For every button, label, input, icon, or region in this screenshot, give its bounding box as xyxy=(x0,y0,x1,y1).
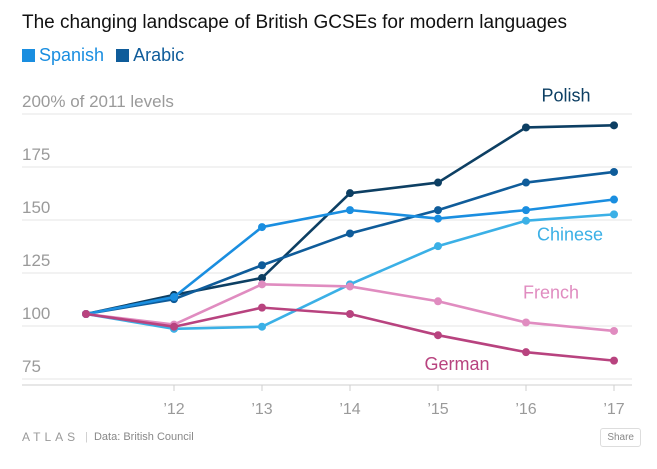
point-spanish-2014 xyxy=(346,206,354,215)
point-spanish-2016 xyxy=(522,206,530,215)
y-tick-label-125: 125 xyxy=(22,251,50,270)
x-tick-label-2013: ’13 xyxy=(251,401,272,418)
point-arabic-2017 xyxy=(610,167,618,176)
point-german-2011 xyxy=(82,310,90,318)
point-spanish-2012 xyxy=(170,293,178,302)
point-chinese-2016 xyxy=(522,216,530,225)
y-tick-label-150: 150 xyxy=(22,198,50,217)
point-german-2012 xyxy=(170,322,178,331)
share-button[interactable]: Share xyxy=(600,428,641,447)
point-french-2014 xyxy=(346,282,354,291)
point-polish-2014 xyxy=(346,189,354,198)
x-tick-label-2012: ’12 xyxy=(163,401,184,418)
legend-label-spanish: Spanish xyxy=(39,45,105,65)
point-spanish-2015 xyxy=(434,214,442,223)
chart-title: The changing landscape of British GCSEs … xyxy=(22,12,567,33)
y-tick-label-75: 75 xyxy=(22,357,41,376)
legend-label-arabic: Arabic xyxy=(133,45,185,65)
x-tick-label-2017: ’17 xyxy=(603,401,624,418)
point-chinese-2015 xyxy=(434,242,442,251)
legend-item-arabic: Arabic xyxy=(116,45,184,66)
data-source: Data: British Council xyxy=(93,431,194,443)
point-german-2015 xyxy=(434,331,442,340)
point-chinese-2013 xyxy=(258,322,266,331)
point-french-2015 xyxy=(434,297,442,306)
point-polish-2013 xyxy=(258,273,266,282)
legend-swatch-arabic xyxy=(116,49,130,62)
x-tick-label-2016: ’16 xyxy=(515,401,536,418)
legend: Spanish Arabic xyxy=(22,45,184,66)
point-arabic-2014 xyxy=(346,229,354,238)
point-arabic-2015 xyxy=(434,206,442,215)
point-german-2014 xyxy=(346,310,354,318)
x-tick-label-2014: ’14 xyxy=(339,401,360,418)
point-german-2013 xyxy=(258,303,266,312)
atlas-logo: ATLAS xyxy=(22,430,80,444)
y-axis-label: 200% of 2011 levels xyxy=(22,92,174,111)
point-spanish-2013 xyxy=(258,223,266,232)
point-spanish-2017 xyxy=(610,195,618,204)
x-tick-label-2015: ’15 xyxy=(427,401,448,418)
series-label-german: German xyxy=(424,354,489,374)
series-label-french: French xyxy=(523,282,579,302)
point-polish-2017 xyxy=(610,121,618,130)
point-french-2016 xyxy=(522,318,530,327)
point-arabic-2013 xyxy=(258,261,266,270)
footer-separator: | xyxy=(85,431,88,443)
point-polish-2016 xyxy=(522,123,530,132)
footer: ATLAS | Data: British Council xyxy=(22,430,194,444)
series-label-chinese: Chinese xyxy=(537,225,603,245)
point-french-2013 xyxy=(258,280,266,289)
series-label-polish: Polish xyxy=(541,85,590,105)
point-chinese-2017 xyxy=(610,210,618,219)
point-arabic-2016 xyxy=(522,178,530,187)
y-tick-label-100: 100 xyxy=(22,304,50,323)
point-german-2017 xyxy=(610,356,618,365)
y-tick-label-175: 175 xyxy=(22,145,50,164)
point-polish-2015 xyxy=(434,178,442,187)
point-french-2017 xyxy=(610,326,618,335)
point-german-2016 xyxy=(522,348,530,357)
legend-swatch-spanish xyxy=(22,49,35,62)
legend-item-spanish: Spanish xyxy=(22,45,104,66)
